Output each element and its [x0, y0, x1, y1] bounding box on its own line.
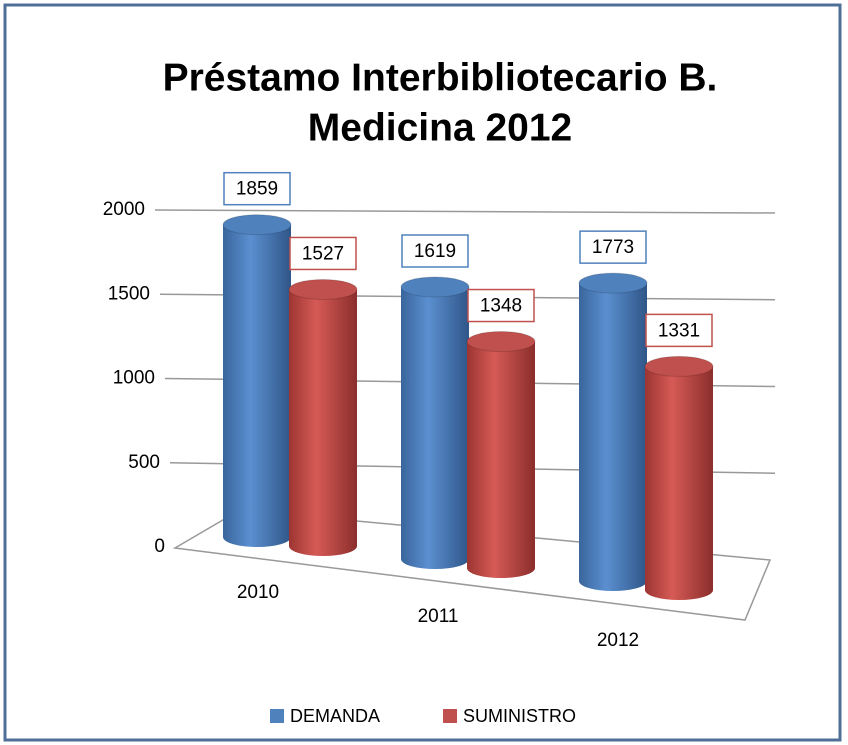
value-label: 1527 [302, 243, 344, 264]
bar [222, 214, 292, 548]
chart-title-line: Préstamo Interbibliotecario B. [163, 56, 718, 99]
bar-top [466, 331, 536, 353]
bar-body [401, 287, 469, 569]
value-label: 1619 [414, 241, 456, 262]
legend-swatch [443, 709, 457, 723]
value-label: 1859 [236, 179, 278, 200]
bar [288, 278, 358, 556]
y-tick-label: 0 [154, 536, 165, 557]
value-label-box [467, 288, 535, 323]
bar-top [400, 276, 470, 298]
legend-swatch [270, 709, 284, 723]
bar [578, 272, 648, 591]
plot: 0 500 1000 1500 2000 2010 2011 2012 1859 1619 1773… [103, 171, 776, 651]
bar [400, 276, 470, 569]
bar-top [288, 278, 358, 300]
value-label: 1773 [592, 237, 634, 258]
legend-label: SUMINISTRO [463, 706, 576, 726]
bar-top [578, 272, 648, 294]
bar-body [645, 366, 713, 600]
bar-body [579, 283, 647, 591]
value-label-box [579, 230, 647, 264]
y-tick-label: 1500 [108, 283, 150, 304]
x-tick-label: 2012 [597, 630, 639, 651]
bar-top [644, 355, 714, 377]
legend-label: DEMANDA [290, 706, 380, 726]
x-tick-label: 2010 [237, 582, 279, 603]
bar-body [467, 341, 535, 578]
chart-title-line: Medicina 2012 [308, 106, 572, 149]
floor [172, 509, 772, 621]
bar-body [223, 224, 291, 548]
value-label-box [223, 171, 291, 206]
bar-top [222, 214, 292, 236]
value-label-box [401, 234, 469, 268]
value-label-box [645, 313, 713, 348]
y-tick-label: 1000 [113, 368, 155, 389]
value-label-box [289, 236, 357, 271]
x-tick-label: 2011 [418, 606, 459, 627]
value-label: 1348 [480, 296, 522, 317]
bar [466, 331, 536, 578]
grid-line [154, 209, 776, 214]
value-label: 1331 [658, 320, 700, 341]
bar-body [289, 289, 357, 556]
bar [644, 355, 714, 600]
y-tick-label: 500 [128, 452, 160, 473]
y-tick-label: 2000 [103, 199, 145, 220]
